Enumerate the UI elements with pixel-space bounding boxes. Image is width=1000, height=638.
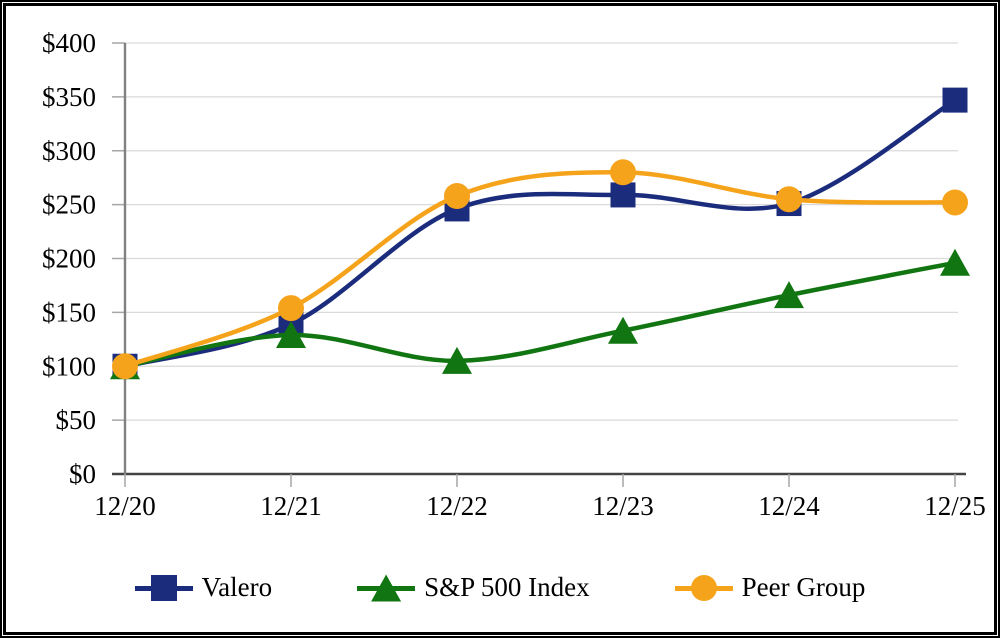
svg-text:$0: $0 (69, 459, 96, 489)
legend-item-sp500: S&P 500 Index (357, 572, 590, 604)
performance-line-chart: $0 $50 $100 $150 $200 $250 $300 $350 $400 12/20 12… (42, 28, 986, 521)
svg-text:$400: $400 (42, 28, 96, 58)
circle-marker-icon (690, 575, 717, 601)
svg-text:$50: $50 (56, 405, 97, 435)
svg-text:12/22: 12/22 (426, 491, 488, 521)
valero-square-icon (134, 572, 193, 604)
legend-label-sp500: S&P 500 Index (424, 572, 590, 603)
svg-text:$150: $150 (42, 297, 96, 327)
square-marker-icon (150, 575, 177, 601)
svg-text:12/24: 12/24 (758, 491, 820, 521)
svg-text:12/25: 12/25 (924, 491, 986, 521)
svg-text:12/21: 12/21 (260, 491, 322, 521)
svg-text:$350: $350 (42, 82, 96, 112)
chart-legend: Valero S&P 500 Index Peer Group (6, 572, 994, 604)
sp500-triangle-icon (357, 572, 416, 604)
legend-item-peer-group: Peer Group (674, 572, 866, 604)
svg-text:$250: $250 (42, 190, 96, 220)
chart-area: $0 $50 $100 $150 $200 $250 $300 $350 $400 12/20 12… (3, 3, 997, 635)
legend-label-peer-group: Peer Group (741, 572, 866, 603)
legend-label-valero: Valero (201, 572, 273, 603)
legend-item-valero: Valero (134, 572, 273, 604)
svg-text:$200: $200 (42, 244, 96, 274)
svg-text:12/23: 12/23 (592, 491, 654, 521)
svg-text:12/20: 12/20 (94, 491, 156, 521)
peer-group-circle-icon (674, 572, 733, 604)
svg-text:$100: $100 (42, 351, 96, 381)
svg-text:$300: $300 (42, 136, 96, 166)
